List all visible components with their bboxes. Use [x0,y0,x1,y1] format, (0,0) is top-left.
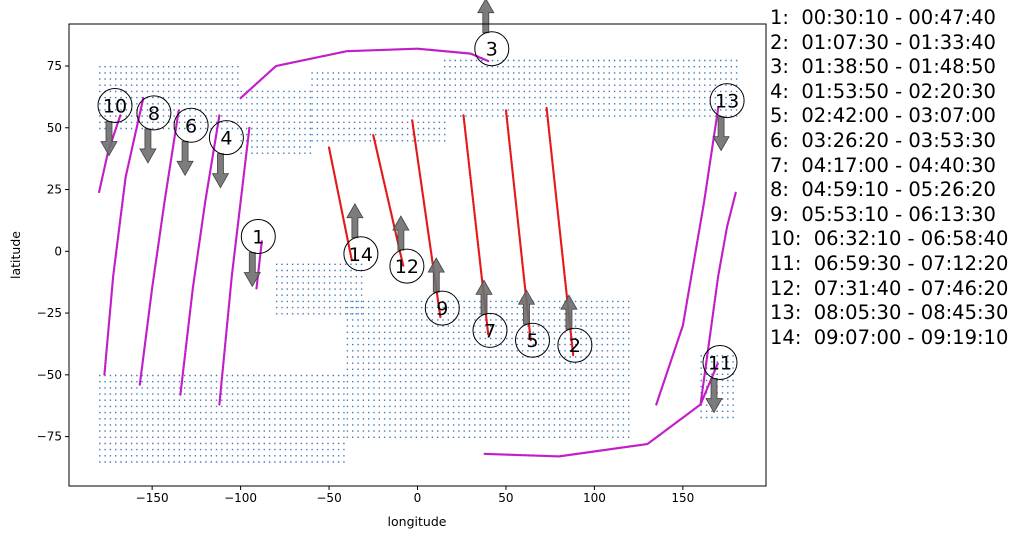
y-tick-label: 0 [54,244,62,258]
direction-arrow-6 [176,140,194,177]
marker-label-2: 2 [569,335,581,357]
legend-entry: 2: 01:07:30 - 01:33:40 [770,30,996,54]
coverage-region-7 [276,263,363,315]
legend-entry: 4: 01:53:50 - 02:20:30 [770,79,996,103]
legend-entry: 3: 01:38:50 - 01:48:50 [770,55,996,79]
coverage-region-2 [240,90,311,154]
track-6 [179,114,221,396]
x-tick-label: −150 [136,491,169,505]
legend-entry: 10: 06:32:10 - 06:58:40 [770,227,1009,251]
marker-circle-2 [557,327,593,363]
marker-label-1: 1 [252,227,264,249]
legend-entry: 7: 04:17:00 - 04:40:30 [770,153,996,177]
marker-label-11: 11 [708,353,732,375]
y-tick-label: 50 [47,121,62,135]
marker-circle-11 [702,345,738,380]
y-tick-label: 75 [47,59,62,73]
track-4 [218,126,251,406]
coverage-region-1 [99,66,239,130]
y-axis-label: latitude [8,231,23,279]
marker-circle-4 [208,120,244,156]
marker-label-7: 7 [484,320,496,342]
y-tick-label: 25 [47,183,62,197]
direction-arrow-10 [100,121,118,157]
direction-arrow-3 [477,0,495,34]
direction-arrow-4 [211,153,230,189]
track-3 [239,47,490,100]
track-11 [483,361,720,458]
track-1 [255,240,263,290]
marker-circle-3 [474,31,510,67]
x-tick-label: −50 [316,491,341,505]
coverage-region-5 [99,374,345,463]
y-tick-label: −75 [37,430,62,444]
legend-entry: 1: 00:30:10 - 00:47:40 [770,6,996,29]
marker-circle-1 [240,219,276,254]
time-legend: 1: 00:30:10 - 00:47:40 2: 01:07:30 - 01:3… [770,6,1008,350]
marker-circle-6 [173,107,209,143]
marker-label-13: 13 [715,91,739,113]
x-tick-label: 0 [414,491,422,505]
marker-circle-13 [709,83,745,119]
marker-label-12: 12 [395,256,419,278]
marker-label-3: 3 [486,39,498,61]
marker-circle-14 [343,236,379,272]
direction-arrow-13 [712,116,730,152]
marker-label-10: 10 [103,96,127,118]
legend-entry: 13: 08:05:30 - 08:45:30 [770,301,1009,325]
track-10 [103,96,145,376]
legend-entry: 6: 03:26:20 - 03:53:30 [770,128,996,152]
x-tick-label: −100 [224,491,257,505]
legend-entry: 8: 04:59:10 - 05:26:20 [770,178,996,202]
x-tick-label: 50 [498,491,513,505]
marker-circle-9 [424,290,460,326]
direction-arrow-9 [427,257,445,293]
marker-circle-12 [389,248,425,284]
track-8 [138,109,180,386]
legend-entry: 9: 05:53:10 - 06:13:30 [770,202,996,226]
legend-entry: 11: 06:59:30 - 07:12:20 [770,251,1009,275]
track-extra-14 [699,190,738,406]
y-tick-label: −25 [37,306,62,320]
track-13 [655,106,720,406]
marker-circle-5 [515,322,550,358]
legend-entry: 12: 07:31:40 - 07:46:20 [770,276,1009,300]
marker-label-14: 14 [349,244,373,266]
marker-label-9: 9 [436,298,448,320]
marker-label-5: 5 [526,330,538,352]
legend-entry: 14: 09:07:00 - 09:19:10 [770,325,1009,349]
direction-arrow-1 [243,252,261,288]
marker-label-6: 6 [185,115,197,137]
coverage-region-4 [444,59,738,117]
legend-entry: 5: 02:42:00 - 03:07:00 [770,104,996,128]
y-tick-label: −50 [37,368,62,382]
direction-arrow-8 [139,128,157,164]
direction-arrow-12 [392,215,410,251]
plot-frame [68,23,767,487]
marker-circle-8 [136,95,172,131]
x-tick-label: 100 [583,491,606,505]
x-axis-label: longitude [388,514,447,529]
marker-circle-10 [97,88,133,123]
direction-arrow-7 [475,279,493,315]
direction-arrow-5 [517,289,536,325]
coverage-region-3 [311,72,446,142]
marker-circle-7 [472,312,508,348]
direction-arrow-2 [560,294,578,330]
direction-arrow-11 [705,378,723,414]
marker-label-4: 4 [220,128,232,150]
x-tick-label: 150 [671,491,694,505]
ground-tracks [97,47,738,458]
marker-label-8: 8 [148,103,160,125]
direction-arrow-14 [346,202,364,239]
